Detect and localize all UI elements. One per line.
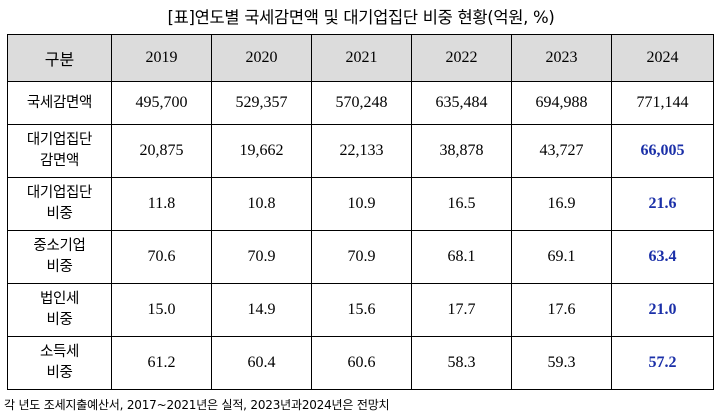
header-year: 2023: [511, 34, 612, 82]
header-year: 2020: [211, 34, 312, 82]
row-label-line: 비중: [46, 259, 73, 275]
table-cell-highlight: 21.6: [611, 177, 714, 231]
table-cell: 70.9: [211, 230, 312, 284]
table-row: 대기업집단 감면액 20,875 19,662 22,133 38,878 43…: [7, 124, 714, 178]
row-label-line: 감면액: [39, 153, 80, 169]
header-category: 구분: [7, 34, 112, 82]
table-cell-highlight: 66,005: [611, 124, 714, 178]
table-cell: 69.1: [511, 230, 612, 284]
table-cell: 14.9: [211, 283, 312, 337]
table-cell: 635,484: [411, 81, 512, 125]
row-label-line: 비중: [46, 312, 73, 328]
header-row: 구분 2019 2020 2021 2022 2023 2024: [7, 34, 714, 82]
row-label: 중소기업 비중: [7, 230, 112, 284]
table-cell-highlight: 57.2: [611, 336, 714, 390]
table-row: 국세감면액 495,700 529,357 570,248 635,484 69…: [7, 81, 714, 125]
table-cell: 15.6: [311, 283, 412, 337]
row-label: 대기업집단 비중: [7, 177, 112, 231]
row-label: 대기업집단 감면액: [7, 124, 112, 178]
table-cell: 16.9: [511, 177, 612, 231]
row-label-line: 중소기업: [33, 238, 86, 254]
row-label-line: 국세감면액: [26, 94, 93, 111]
row-label: 소득세 비중: [7, 336, 112, 390]
row-label-line: 비중: [46, 365, 73, 381]
row-label: 국세감면액: [7, 81, 112, 125]
row-label-line: 비중: [46, 206, 73, 222]
table-row: 대기업집단 비중 11.8 10.8 10.9 16.5 16.9 21.6: [7, 177, 714, 231]
table-cell: 11.8: [111, 177, 212, 231]
header-year: 2021: [311, 34, 412, 82]
table-cell: 570,248: [311, 81, 412, 125]
table-cell: 16.5: [411, 177, 512, 231]
row-label: 법인세 비중: [7, 283, 112, 337]
table-cell: 70.6: [111, 230, 212, 284]
table-cell: 60.6: [311, 336, 412, 390]
table-cell: 70.9: [311, 230, 412, 284]
table-cell: 60.4: [211, 336, 312, 390]
table-cell: 58.3: [411, 336, 512, 390]
table-cell: 20,875: [111, 124, 212, 178]
table-cell-highlight: 21.0: [611, 283, 714, 337]
table-cell: 17.6: [511, 283, 612, 337]
tax-reduction-table: 구분 2019 2020 2021 2022 2023 2024 국세감면액 4…: [7, 34, 714, 390]
table-cell: 43,727: [511, 124, 612, 178]
table-cell: 495,700: [111, 81, 212, 125]
row-label-line: 대기업집단: [26, 185, 93, 201]
table-cell: 694,988: [511, 81, 612, 125]
table-cell: 38,878: [411, 124, 512, 178]
source-footnote: 각 년도 조세지출예산서, 2017~2021년은 실적, 2023년과2024…: [4, 398, 390, 412]
header-year: 2022: [411, 34, 512, 82]
row-label-line: 법인세: [39, 291, 80, 307]
table-cell: 17.7: [411, 283, 512, 337]
table-cell: 10.9: [311, 177, 412, 231]
table-cell: 10.8: [211, 177, 312, 231]
header-year: 2019: [111, 34, 212, 82]
table-cell: 61.2: [111, 336, 212, 390]
table-title: [표]연도별 국세감면액 및 대기업집단 비중 현황(억원, %): [167, 8, 555, 27]
table-cell: 59.3: [511, 336, 612, 390]
table-cell: 771,144: [611, 81, 714, 125]
table-cell: 15.0: [111, 283, 212, 337]
table-cell: 19,662: [211, 124, 312, 178]
header-year: 2024: [611, 34, 714, 82]
table-cell: 68.1: [411, 230, 512, 284]
table-cell-highlight: 63.4: [611, 230, 714, 284]
table-cell: 22,133: [311, 124, 412, 178]
table-row: 중소기업 비중 70.6 70.9 70.9 68.1 69.1 63.4: [7, 230, 714, 284]
table-row: 소득세 비중 61.2 60.4 60.6 58.3 59.3 57.2: [7, 336, 714, 390]
row-label-line: 대기업집단: [26, 132, 93, 148]
table-row: 법인세 비중 15.0 14.9 15.6 17.7 17.6 21.0: [7, 283, 714, 337]
row-label-line: 소득세: [39, 344, 80, 360]
table-cell: 529,357: [211, 81, 312, 125]
